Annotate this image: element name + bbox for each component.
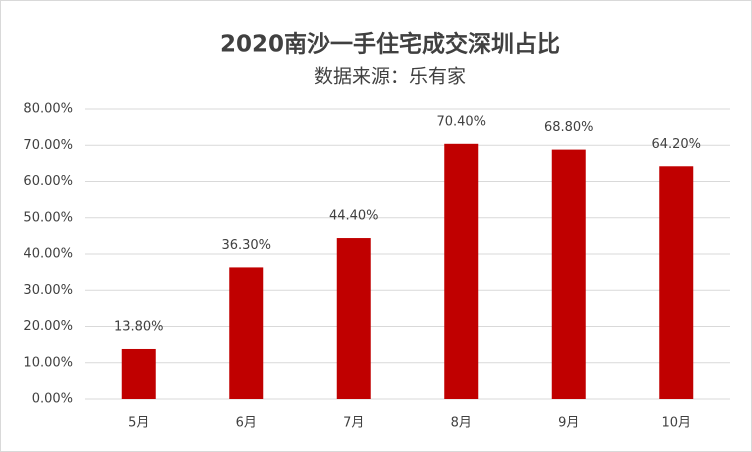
bar (121, 348, 156, 399)
x-tick-label: 10月 (661, 416, 691, 431)
bar (229, 267, 264, 399)
x-tick-label: 5月 (128, 416, 149, 431)
y-tick-label: 50.00% (23, 210, 73, 225)
value-label: 36.30% (221, 238, 271, 253)
value-label: 44.40% (329, 209, 379, 224)
x-tick-label: 9月 (558, 416, 579, 431)
bar (659, 166, 694, 399)
y-tick-label: 30.00% (23, 283, 73, 298)
y-tick-label: 70.00% (23, 138, 73, 153)
y-tick-label: 60.00% (23, 174, 73, 189)
value-label: 68.80% (544, 120, 594, 135)
bar (444, 143, 479, 399)
chart-subtitle: 数据来源：乐有家 (314, 66, 466, 88)
value-label: 13.80% (114, 319, 164, 334)
bar (551, 149, 586, 399)
y-tick-label: 20.00% (23, 319, 73, 334)
y-tick-label: 10.00% (23, 355, 73, 370)
x-tick-label: 6月 (236, 416, 257, 431)
x-tick-label: 7月 (343, 416, 364, 431)
chart-title: 2020南沙一手住宅成交深圳占比 (220, 31, 560, 58)
value-label: 64.20% (651, 137, 701, 152)
y-tick-label: 40.00% (23, 247, 73, 262)
value-label: 70.40% (436, 114, 486, 129)
bar (336, 238, 371, 399)
y-tick-label: 0.00% (32, 392, 73, 407)
y-tick-label: 80.00% (23, 102, 73, 117)
x-tick-label: 8月 (451, 416, 472, 431)
